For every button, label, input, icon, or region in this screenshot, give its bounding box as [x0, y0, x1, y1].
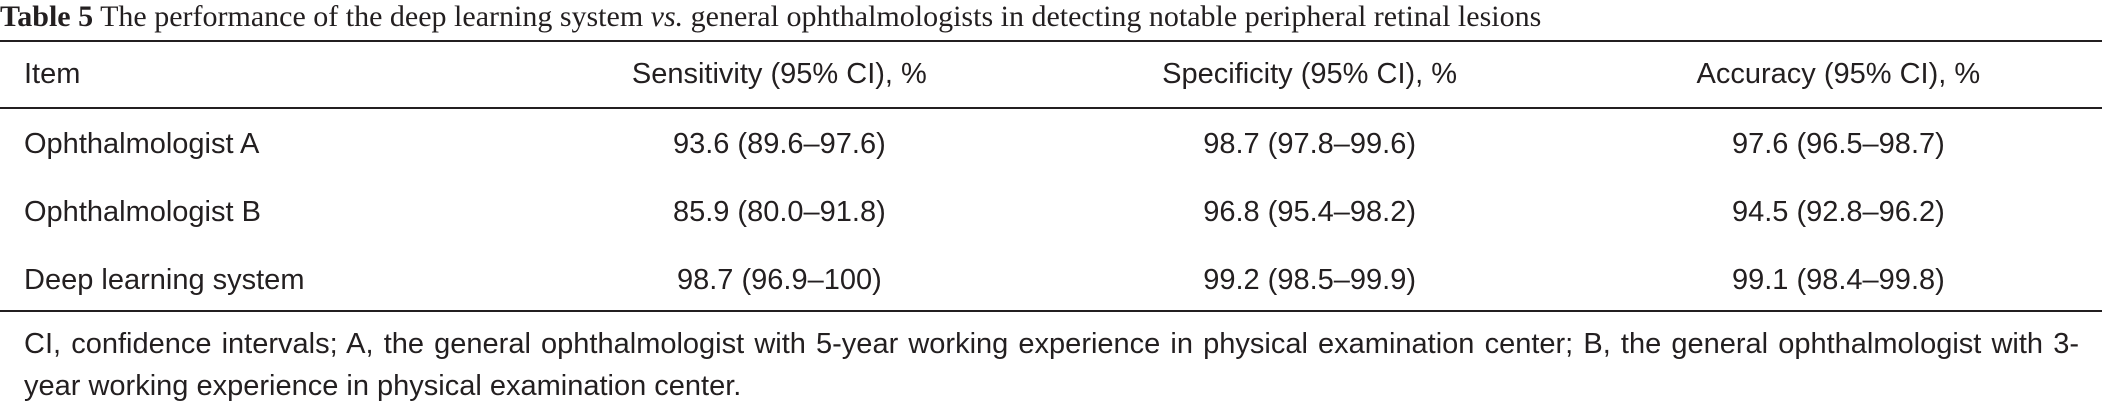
table-footnote: CI, confidence intervals; A, the general… — [24, 328, 2079, 402]
header-row: Item Sensitivity (95% CI), % Specificity… — [0, 42, 2102, 107]
row-sensitivity: 98.7 (96.9–100) — [676, 263, 882, 296]
row-accuracy: 97.6 (96.5–98.7) — [1731, 127, 1945, 160]
row-accuracy: 99.1 (98.4–99.8) — [1731, 263, 1945, 296]
caption-text-after: general ophthalmologists in detecting no… — [690, 0, 1542, 33]
row-sensitivity: 93.6 (89.6–97.6) — [672, 127, 886, 160]
row-item: Ophthalmologist A — [24, 127, 260, 160]
row-item: Ophthalmologist B — [24, 195, 261, 228]
header-sensitivity: Sensitivity (95% CI), % — [631, 58, 927, 90]
table-row: Deep learning system 98.7 (96.9–100) 99.… — [0, 246, 2102, 314]
row-accuracy: 94.5 (92.8–96.2) — [1731, 195, 1945, 228]
row-item: Deep learning system — [24, 263, 305, 296]
header-item: Item — [24, 58, 81, 90]
table-row: Ophthalmologist B 85.9 (80.0–91.8) 96.8 … — [0, 178, 2102, 246]
top-rule — [0, 40, 2102, 42]
header-specificity: Specificity (95% CI), % — [1162, 58, 1458, 90]
caption-text-before: The performance of the deep learning sys… — [100, 0, 644, 33]
bottom-rule — [0, 310, 2102, 312]
performance-table: Item Sensitivity (95% CI), % Specificity… — [0, 42, 2102, 314]
header-rule — [0, 107, 2102, 109]
row-specificity: 96.8 (95.4–98.2) — [1203, 195, 1417, 228]
row-sensitivity: 85.9 (80.0–91.8) — [672, 195, 886, 228]
row-specificity: 98.7 (97.8–99.6) — [1203, 127, 1417, 160]
caption-vs: vs. — [650, 0, 684, 33]
row-specificity: 99.2 (98.5–99.9) — [1203, 263, 1417, 296]
header-accuracy: Accuracy (95% CI), % — [1696, 58, 1981, 90]
table-caption: Table 5 The performance of the deep lear… — [0, 0, 1541, 38]
table-row: Ophthalmologist A 93.6 (89.6–97.6) 98.7 … — [0, 107, 2102, 178]
table-label: Table 5 — [0, 0, 94, 33]
